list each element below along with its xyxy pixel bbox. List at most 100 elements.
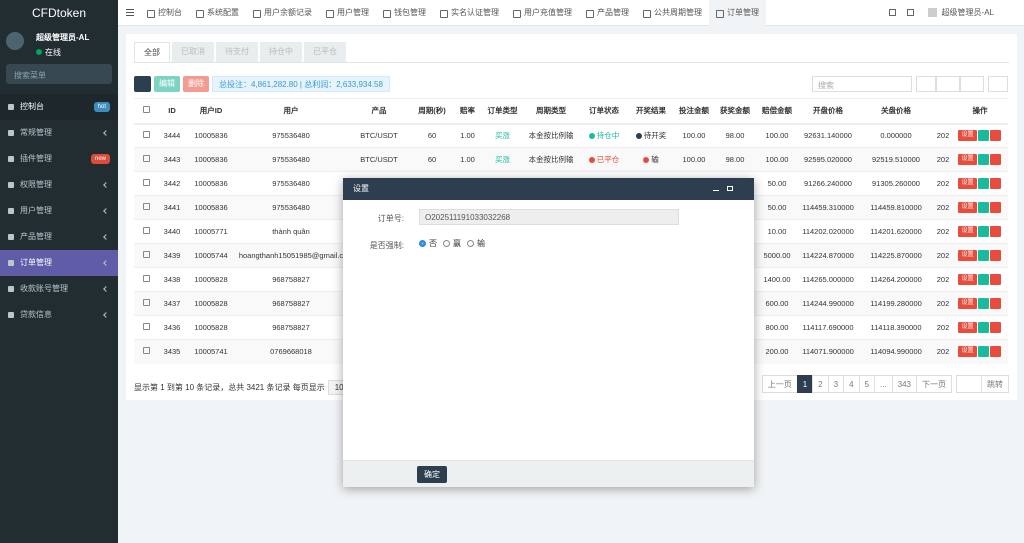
edit-button[interactable] xyxy=(977,226,989,237)
tab[interactable]: 已取消 xyxy=(172,42,214,62)
delete-button[interactable] xyxy=(989,274,1001,285)
top-nav-item[interactable]: 产品管理 xyxy=(579,0,636,26)
radio[interactable]: 赢 xyxy=(443,238,461,249)
edit-button[interactable] xyxy=(977,322,989,333)
menu-item[interactable]: 常规管理 xyxy=(0,120,118,146)
set-button[interactable]: 设置 xyxy=(958,298,977,309)
radio[interactable]: 否 xyxy=(419,238,437,249)
tab[interactable]: 全部 xyxy=(134,42,170,62)
top-nav-item[interactable]: 用户充值管理 xyxy=(506,0,579,26)
cell: 98.00 xyxy=(714,147,756,172)
edit-button[interactable] xyxy=(977,202,989,213)
delete-button[interactable] xyxy=(989,130,1001,142)
delete-button[interactable] xyxy=(989,346,1001,358)
delete-button[interactable] xyxy=(989,154,1001,165)
top-nav-item[interactable]: 订单管理 xyxy=(709,0,766,26)
set-button[interactable]: 设置 xyxy=(958,202,977,213)
menu-item[interactable]: 插件管理 new xyxy=(0,146,118,172)
page[interactable]: 2 xyxy=(812,375,829,393)
checkbox[interactable] xyxy=(142,227,150,234)
menu-item[interactable]: 用户管理 xyxy=(0,198,118,224)
top-nav-item[interactable]: 用户余额记录 xyxy=(246,0,319,26)
checkbox[interactable] xyxy=(142,275,150,282)
set-button[interactable]: 设置 xyxy=(958,178,977,189)
order-input[interactable]: O202511191033032268 xyxy=(419,209,679,225)
search-input[interactable]: 搜索 xyxy=(812,76,912,92)
jump-input[interactable] xyxy=(956,375,982,393)
set-button[interactable]: 设置 xyxy=(958,154,977,165)
cell-text: 10005771 xyxy=(194,227,228,236)
view-toggle[interactable] xyxy=(916,76,936,92)
delete-button[interactable] xyxy=(989,202,1001,213)
edit-button[interactable] xyxy=(977,130,989,142)
tab[interactable]: 已平仓 xyxy=(304,42,346,62)
tab[interactable]: 持仓中 xyxy=(260,42,302,62)
columns-toggle[interactable] xyxy=(936,76,960,92)
jump-button[interactable]: 跳转 xyxy=(981,375,1009,393)
top-nav-item[interactable]: 钱包管理 xyxy=(376,0,433,26)
top-nav-item[interactable]: 控制台 xyxy=(140,0,189,26)
page[interactable]: 4 xyxy=(843,375,860,393)
checkbox[interactable] xyxy=(142,179,150,186)
set-button[interactable]: 设置 xyxy=(958,346,977,358)
top-nav-item[interactable]: 公共周期管理 xyxy=(636,0,709,26)
menu-item[interactable]: 产品管理 xyxy=(0,224,118,250)
menu-item[interactable]: 收款账号管理 xyxy=(0,276,118,302)
edit-button[interactable]: 编辑 xyxy=(154,76,180,92)
top-nav-item[interactable]: 实名认证管理 xyxy=(433,0,506,26)
delete-button[interactable] xyxy=(989,178,1001,189)
export-toggle[interactable] xyxy=(960,76,984,92)
set-button[interactable]: 设置 xyxy=(958,250,977,261)
brand[interactable]: CFDtoken xyxy=(0,0,118,26)
edit-button[interactable] xyxy=(977,250,989,261)
edit-button[interactable] xyxy=(977,298,989,309)
edit-button[interactable] xyxy=(977,154,989,165)
maximize[interactable] xyxy=(727,186,733,191)
menu-item[interactable]: 权限管理 xyxy=(0,172,118,198)
checkbox[interactable] xyxy=(142,323,150,330)
page[interactable]: 3 xyxy=(827,375,845,393)
next-page[interactable]: 下一页 xyxy=(916,375,952,393)
checkbox[interactable] xyxy=(142,203,150,210)
nav-icon[interactable] xyxy=(889,9,896,16)
set-button[interactable]: 设置 xyxy=(958,130,977,142)
top-user[interactable]: 超级管理员-AL xyxy=(927,0,994,26)
delete-button[interactable] xyxy=(989,226,1001,237)
page[interactable]: 5 xyxy=(858,375,875,393)
set-button[interactable]: 设置 xyxy=(958,322,977,333)
search-toggle[interactable] xyxy=(988,76,1008,92)
checkbox[interactable] xyxy=(142,299,150,306)
menu-toggle[interactable] xyxy=(126,9,134,16)
top-nav-item[interactable]: 用户管理 xyxy=(319,0,376,26)
radio[interactable]: 输 xyxy=(467,238,485,249)
edit-button[interactable] xyxy=(977,178,989,189)
checkbox[interactable] xyxy=(142,155,150,162)
refresh-button[interactable] xyxy=(134,76,151,92)
prev-page[interactable]: 上一页 xyxy=(761,375,798,393)
menu-item[interactable]: 控制台 hot xyxy=(0,94,118,120)
top-nav-item[interactable]: 系统配置 xyxy=(189,0,246,26)
checkbox[interactable] xyxy=(142,347,150,355)
delete-button[interactable] xyxy=(989,298,1001,309)
delete-button[interactable] xyxy=(989,322,1001,333)
set-button[interactable]: 设置 xyxy=(958,226,977,237)
close[interactable] xyxy=(741,183,749,193)
checkbox[interactable] xyxy=(142,251,150,258)
fullscreen-icon[interactable] xyxy=(907,9,914,16)
menu-item[interactable]: 订单管理 xyxy=(0,250,118,276)
menu-item[interactable]: 贷款信息 xyxy=(0,302,118,328)
set-button[interactable]: 设置 xyxy=(958,274,977,285)
checkbox[interactable] xyxy=(142,131,150,139)
page[interactable]: 1 xyxy=(796,375,814,393)
menu-search[interactable]: 搜索菜单 xyxy=(6,64,112,84)
edit-button[interactable] xyxy=(977,346,989,358)
minimize[interactable] xyxy=(713,190,719,191)
edit-button[interactable] xyxy=(977,274,989,285)
page[interactable]: 343 xyxy=(891,375,917,393)
delete-button[interactable] xyxy=(989,250,1001,261)
page[interactable]: ... xyxy=(873,375,893,393)
delete-button[interactable]: 删除 xyxy=(183,76,209,92)
tab[interactable]: 待支付 xyxy=(216,42,258,62)
checkbox[interactable] xyxy=(142,106,150,114)
confirm-button[interactable]: 确定 xyxy=(417,466,447,483)
